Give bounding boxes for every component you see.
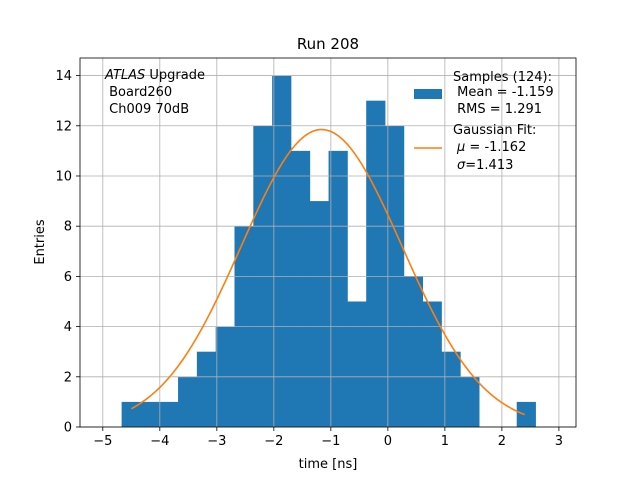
annotation-box: ATLAS Upgrade Board260 Ch009 70dB xyxy=(104,68,205,117)
x-tick-label: 1 xyxy=(441,434,449,449)
x-tick-label: −5 xyxy=(93,434,112,449)
histogram-bar xyxy=(460,376,480,427)
x-tick-label: 0 xyxy=(384,434,392,449)
histogram-bar xyxy=(516,401,536,427)
legend-samples-line-1: Samples (124): xyxy=(453,70,552,85)
y-tick-label: 14 xyxy=(55,69,72,84)
histogram-bar xyxy=(422,301,442,427)
x-axis-ticks: −5 −4 −3 −2 −1 0 1 2 3 xyxy=(93,427,563,449)
histogram-bar xyxy=(309,201,329,427)
annotation-upgrade: Upgrade xyxy=(145,68,205,83)
y-axis-ticks: 0 2 4 6 8 10 12 14 xyxy=(55,69,80,436)
legend-fit-mu: μ = -1.162 xyxy=(456,140,526,155)
histogram-bar xyxy=(366,100,386,428)
y-tick-label: 10 xyxy=(55,169,72,184)
x-tick-label: −3 xyxy=(207,434,226,449)
histogram-bar xyxy=(290,150,311,427)
legend-samples-patch xyxy=(414,89,442,99)
y-tick-label: 6 xyxy=(64,270,72,285)
x-tick-label: −1 xyxy=(321,434,340,449)
legend: Samples (124): Mean = -1.159 RMS = 1.291… xyxy=(414,70,554,173)
y-tick-label: 4 xyxy=(64,320,72,335)
histogram-bar xyxy=(272,75,292,427)
y-tick-label: 0 xyxy=(64,421,72,436)
histogram-bar xyxy=(178,376,198,427)
legend-fit-line-1: Gaussian Fit: xyxy=(453,123,536,138)
y-axis-label: Entries xyxy=(33,219,48,265)
y-tick-label: 12 xyxy=(55,119,72,134)
y-tick-label: 8 xyxy=(64,220,72,235)
gaussian-fit xyxy=(130,128,525,416)
legend-mu-symbol: μ xyxy=(456,140,465,155)
legend-samples-line-2: Mean = -1.159 xyxy=(453,85,554,100)
legend-sigma-symbol: σ xyxy=(457,158,466,173)
y-tick-label: 2 xyxy=(64,370,72,385)
histogram-bar xyxy=(328,150,348,427)
histogram-bar xyxy=(441,351,461,427)
legend-mu-value: = -1.162 xyxy=(465,140,526,155)
x-tick-label: 3 xyxy=(555,434,563,449)
legend-fit-sigma: σ=1.413 xyxy=(457,158,513,173)
histogram-bar xyxy=(347,301,367,427)
histogram-bar xyxy=(140,401,160,427)
x-tick-label: 2 xyxy=(498,434,506,449)
histogram-bar xyxy=(196,351,217,427)
gaussian-fit-curve xyxy=(130,128,525,416)
x-tick-label: −4 xyxy=(150,434,169,449)
annotation-line-3: Ch009 70dB xyxy=(105,102,189,117)
annotation-atlas: ATLAS xyxy=(104,68,145,83)
legend-sigma-value: =1.413 xyxy=(465,158,513,173)
x-axis-label: time [ns] xyxy=(299,457,358,472)
histogram-bar xyxy=(159,401,179,427)
legend-samples-line-3: RMS = 1.291 xyxy=(453,102,542,117)
chart-title: Run 208 xyxy=(297,35,359,53)
x-tick-label: −2 xyxy=(264,434,283,449)
plot-frame xyxy=(79,57,577,428)
histogram-bar xyxy=(403,276,424,427)
annotation-line-1: ATLAS Upgrade xyxy=(104,68,205,83)
histogram-bar xyxy=(121,401,141,427)
annotation-line-2: Board260 xyxy=(105,85,172,100)
